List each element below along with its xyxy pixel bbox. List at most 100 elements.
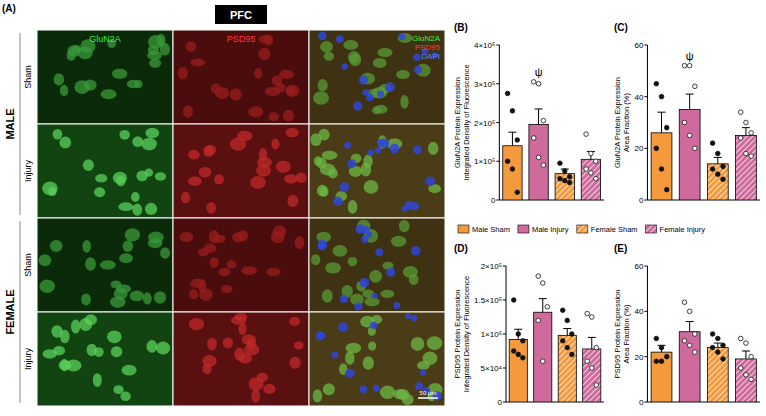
point bbox=[515, 138, 520, 143]
point bbox=[531, 136, 536, 141]
cell bbox=[230, 88, 242, 100]
nucleus bbox=[405, 313, 411, 319]
tick-label: 4×10⁵ bbox=[474, 41, 495, 50]
point bbox=[659, 345, 664, 350]
cell bbox=[273, 225, 286, 237]
cell bbox=[283, 110, 294, 122]
error-bar bbox=[587, 152, 595, 160]
legend-label: Male Sham bbox=[472, 225, 510, 234]
cell bbox=[118, 202, 133, 211]
tick-label: 0 bbox=[639, 398, 644, 407]
y-axis bbox=[647, 266, 648, 402]
point bbox=[531, 80, 536, 85]
error-cap bbox=[535, 108, 543, 109]
point bbox=[593, 159, 598, 164]
panel-letter: (E) bbox=[614, 243, 627, 254]
point bbox=[536, 155, 541, 160]
cell bbox=[349, 53, 361, 66]
micrograph bbox=[37, 124, 173, 218]
sex-label: FEMALE bbox=[4, 289, 16, 334]
cell bbox=[132, 204, 142, 216]
tick-label: 0 bbox=[491, 196, 496, 205]
nucleus bbox=[411, 202, 419, 210]
cell bbox=[237, 131, 253, 141]
cell bbox=[85, 314, 97, 325]
point bbox=[687, 343, 692, 348]
cell bbox=[378, 87, 386, 97]
point bbox=[541, 163, 546, 168]
cell bbox=[82, 240, 91, 253]
cell bbox=[67, 50, 76, 61]
cell bbox=[119, 130, 129, 140]
point bbox=[565, 345, 570, 350]
cell bbox=[286, 87, 295, 95]
nucleus bbox=[316, 331, 325, 340]
cell bbox=[396, 70, 410, 79]
point bbox=[541, 118, 546, 123]
axis-title: PSD95 Protein Expression bbox=[453, 290, 462, 379]
cell bbox=[188, 150, 200, 160]
scale-bar-label: 50 μm bbox=[420, 390, 437, 396]
point bbox=[562, 169, 567, 174]
micrograph bbox=[309, 30, 445, 124]
cell bbox=[377, 48, 392, 57]
point bbox=[589, 315, 594, 320]
cell bbox=[271, 138, 279, 149]
cell bbox=[141, 138, 157, 151]
group-line bbox=[20, 33, 21, 215]
point bbox=[584, 132, 589, 137]
nucleus bbox=[367, 150, 373, 156]
cell bbox=[324, 52, 334, 61]
bar bbox=[679, 110, 700, 200]
point bbox=[721, 177, 726, 182]
error-bar bbox=[561, 169, 569, 174]
nucleus bbox=[393, 302, 400, 309]
merge-label: PSD95 bbox=[415, 43, 441, 52]
point bbox=[659, 167, 664, 172]
legend-swatch bbox=[518, 225, 529, 233]
error-cap bbox=[714, 157, 722, 158]
cell bbox=[132, 136, 143, 147]
point bbox=[654, 81, 659, 86]
bar bbox=[534, 312, 552, 402]
point bbox=[567, 180, 572, 185]
tick-label: 20 bbox=[635, 353, 644, 362]
point bbox=[744, 120, 749, 125]
point bbox=[687, 309, 692, 314]
cell bbox=[179, 232, 193, 242]
point bbox=[560, 308, 565, 313]
micrograph bbox=[173, 124, 309, 218]
cell bbox=[199, 288, 212, 301]
point bbox=[654, 336, 659, 341]
error-cap bbox=[714, 343, 722, 344]
nucleus bbox=[340, 295, 348, 303]
cell bbox=[190, 59, 205, 67]
sex-label: MALE bbox=[4, 108, 16, 139]
point bbox=[710, 345, 715, 350]
bar bbox=[707, 348, 728, 402]
point bbox=[511, 298, 516, 303]
micrograph bbox=[173, 312, 309, 406]
legend: Male ShamMale InjuryFemale ShamFemale In… bbox=[458, 225, 705, 234]
cell bbox=[101, 89, 117, 99]
cell bbox=[181, 192, 190, 203]
error-cap bbox=[658, 112, 666, 113]
cell bbox=[249, 377, 264, 390]
cell bbox=[399, 220, 410, 232]
cell bbox=[248, 106, 263, 117]
bar bbox=[679, 332, 700, 402]
y-axis bbox=[499, 45, 500, 200]
cell bbox=[241, 266, 257, 275]
cell bbox=[207, 338, 217, 351]
cell bbox=[328, 168, 338, 178]
tick-label: 2×10⁵ bbox=[474, 119, 495, 128]
cell bbox=[235, 313, 248, 321]
point bbox=[510, 167, 515, 172]
point bbox=[565, 318, 570, 323]
nucleus bbox=[420, 369, 426, 375]
error-cap bbox=[514, 329, 522, 330]
cell bbox=[363, 154, 372, 168]
cell bbox=[363, 356, 374, 369]
cell bbox=[332, 245, 347, 257]
bar bbox=[736, 135, 757, 200]
